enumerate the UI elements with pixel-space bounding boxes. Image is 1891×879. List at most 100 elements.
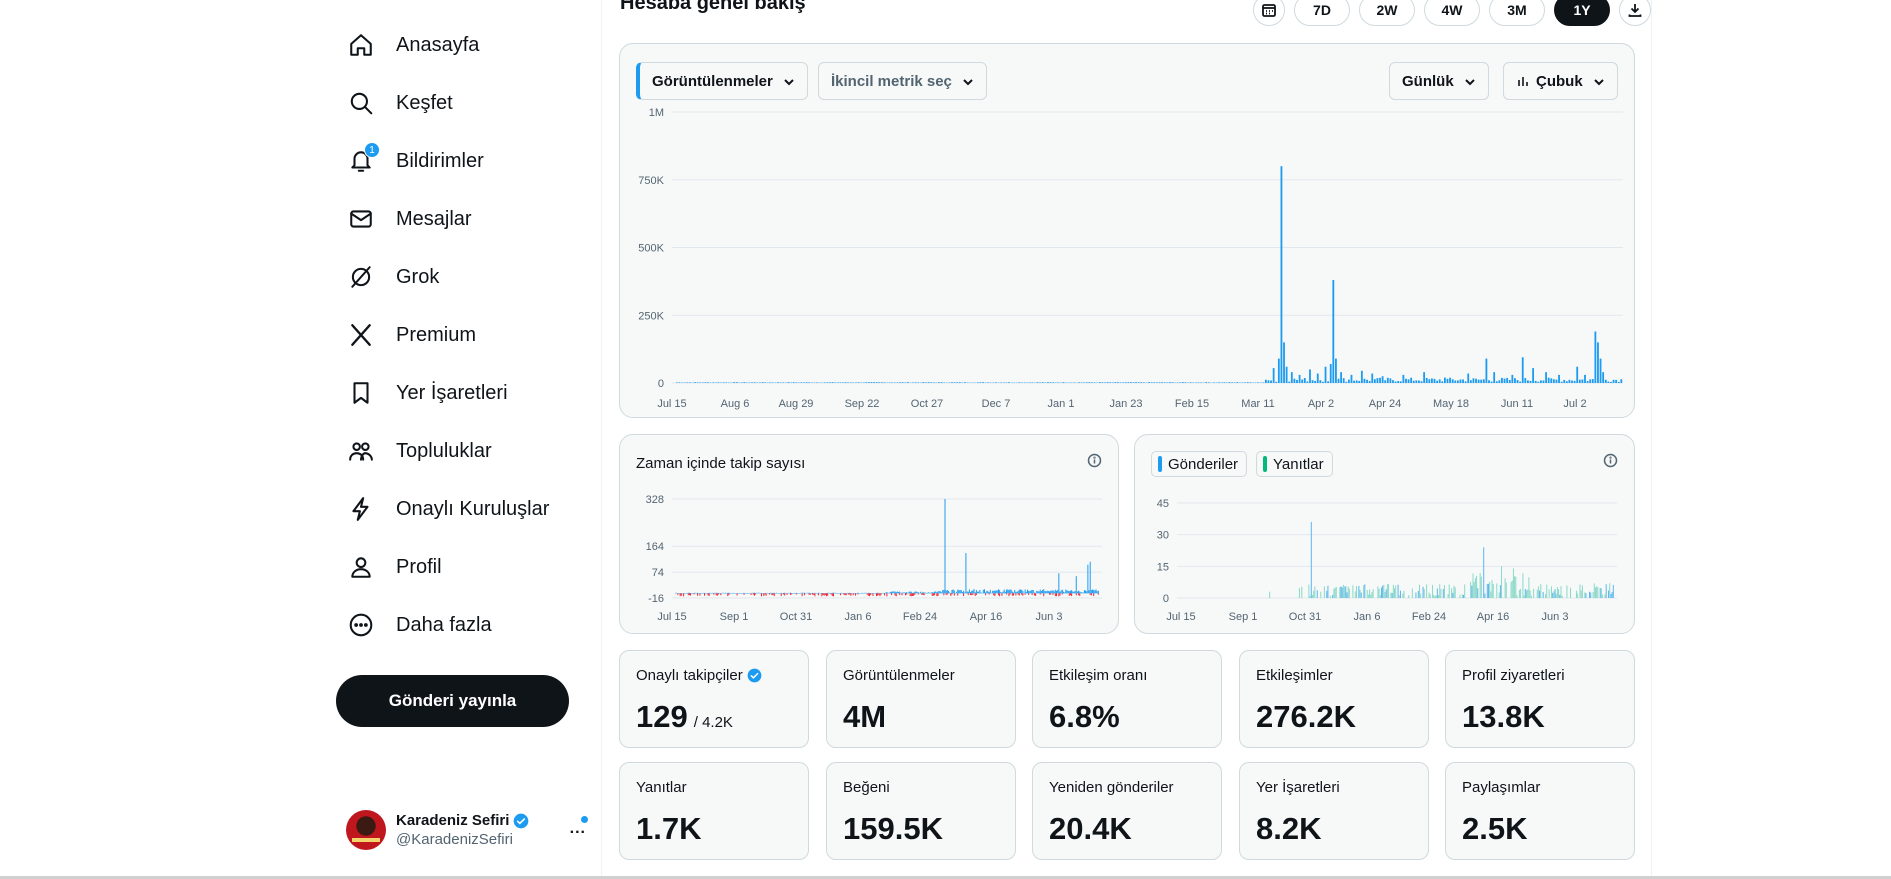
legend-swatch-replies [1263, 456, 1267, 472]
download-button[interactable] [1619, 0, 1651, 26]
info-icon[interactable] [1603, 453, 1618, 468]
bar-negative [1035, 593, 1037, 596]
sidebar-item-grok[interactable]: Grok [348, 252, 578, 302]
sidebar-item-x-logo[interactable]: Premium [348, 310, 578, 360]
bar [1023, 592, 1025, 594]
bar [1249, 382, 1252, 383]
bar [1511, 374, 1514, 383]
bar [1383, 584, 1385, 598]
bar [1443, 584, 1445, 598]
interval-dropdown[interactable]: Günlük [1389, 62, 1489, 100]
bar [1464, 584, 1466, 598]
x-tick-label: Jun 11 [1501, 398, 1533, 410]
bar [1550, 378, 1553, 383]
bar [934, 591, 936, 594]
bar [1088, 590, 1090, 594]
sidebar-item-bell[interactable]: 1 Bildirimler [348, 136, 578, 186]
calendar-button[interactable] [1253, 0, 1285, 26]
bar [1031, 382, 1034, 383]
bar-negative [764, 593, 766, 595]
bar [1179, 382, 1182, 383]
bar-negative [1079, 593, 1081, 596]
legend-replies[interactable]: Yanıtlar [1256, 451, 1333, 477]
sidebar-item-lightning[interactable]: Onaylı Kuruluşlar [348, 484, 578, 534]
bar [1594, 587, 1596, 598]
stat-card: Yanıtlar 1.7K [619, 762, 809, 860]
sidebar-item-mail[interactable]: Mesajlar [348, 194, 578, 244]
sidebar-item-more-circle[interactable]: Daha fazla [348, 600, 578, 650]
account-more-icon[interactable]: ... [569, 820, 586, 837]
bar [1578, 379, 1581, 383]
bar [1056, 590, 1058, 594]
chevron-down-icon [1593, 75, 1605, 87]
bar [1314, 380, 1317, 383]
bar [748, 593, 750, 594]
bar [1082, 592, 1084, 594]
bar [1346, 592, 1348, 598]
bar [1075, 576, 1077, 594]
bar [1390, 592, 1392, 598]
bar [901, 592, 903, 594]
bar [1355, 585, 1357, 598]
bookmark-icon [348, 380, 374, 406]
bar [1098, 382, 1101, 383]
bar-negative [713, 593, 715, 595]
account-switcher[interactable]: Karadeniz Sefiri @KaradenizSefiri ... [346, 808, 588, 852]
range-button-3m[interactable]: 3M [1489, 0, 1545, 26]
primary-metric-dropdown[interactable]: Görüntülenmeler [636, 62, 808, 100]
bar [1498, 592, 1500, 598]
bar [769, 382, 772, 383]
bar [1347, 586, 1349, 598]
y-tick-label: 250K [638, 310, 664, 322]
legend-posts-label: Gönderiler [1168, 455, 1239, 473]
bar [941, 592, 943, 594]
range-button-4w[interactable]: 4W [1424, 0, 1480, 26]
bar [1296, 379, 1298, 383]
bar [1380, 587, 1382, 598]
range-button-7d[interactable]: 7D [1294, 0, 1350, 26]
bar [694, 592, 696, 594]
bar [831, 592, 833, 594]
bar [1311, 380, 1314, 383]
legend-posts[interactable]: Gönderiler [1151, 451, 1248, 477]
bar [814, 592, 816, 594]
bar [1388, 584, 1390, 598]
bar [1394, 588, 1396, 598]
sidebar-item-bookmark[interactable]: Yer İşaretleri [348, 368, 578, 418]
bar [770, 592, 772, 594]
bar [1528, 577, 1530, 598]
x-tick-label: Jul 15 [1166, 611, 1195, 623]
bar [820, 593, 822, 594]
post-button[interactable]: Gönderi yayınla [336, 675, 569, 727]
sidebar-item-person[interactable]: Profil [348, 542, 578, 592]
sidebar-item-search[interactable]: Keşfet [348, 78, 578, 128]
stat-value: 20.4K [1049, 811, 1132, 846]
bar [1298, 588, 1300, 598]
bar [1399, 590, 1401, 598]
interval-label: Günlük [1402, 72, 1454, 90]
x-tick-label: Apr 2 [1308, 398, 1334, 410]
bar-negative [901, 593, 903, 596]
bar [1529, 380, 1532, 383]
bar [964, 592, 966, 594]
bar [1555, 379, 1558, 383]
range-button-2w[interactable]: 2W [1359, 0, 1415, 26]
sidebar-item-communities[interactable]: Topluluklar [348, 426, 578, 476]
sidebar-item-home[interactable]: Anasayfa [348, 20, 578, 70]
chart-style-dropdown[interactable]: Çubuk [1503, 62, 1618, 100]
bar-negative [771, 593, 773, 596]
bar [1443, 377, 1446, 383]
bar [1604, 594, 1606, 598]
secondary-metric-dropdown[interactable]: İkincil metrik seç [818, 62, 987, 100]
range-button-1y[interactable]: 1Y [1554, 0, 1610, 26]
bar [1410, 377, 1413, 383]
bar-negative [877, 593, 879, 596]
bar [1166, 382, 1169, 383]
bar-negative [845, 593, 847, 596]
bar [944, 499, 946, 594]
bar [1547, 377, 1550, 383]
info-icon[interactable] [1087, 453, 1102, 468]
bar [836, 382, 839, 383]
bar [961, 591, 963, 594]
bar [1486, 583, 1488, 598]
